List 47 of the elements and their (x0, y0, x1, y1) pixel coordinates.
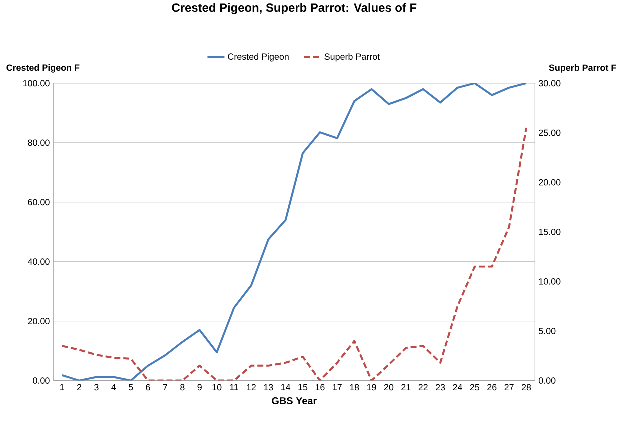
x-tick-label: 12 (247, 384, 256, 391)
y2-tick-label: 10.00 (539, 278, 561, 286)
x-tick-label: 17 (333, 384, 342, 391)
x-tick-label: 10 (212, 384, 222, 391)
legend-label: Superb Parrot (324, 54, 380, 62)
y-tick-label: 20.00 (28, 318, 50, 325)
x-tick-label: 9 (198, 384, 202, 391)
x-tick-label: 5 (128, 384, 134, 391)
x-tick-label: 18 (350, 384, 360, 391)
y-axis-title: Crested Pigeon F (6, 64, 80, 74)
x-tick-label: 21 (402, 384, 411, 391)
x-tick-label: 13 (264, 384, 274, 391)
x-tick-label: 11 (230, 384, 238, 391)
x-tick-label: 19 (367, 384, 376, 391)
x-tick-label: 24 (453, 384, 462, 391)
chart-title: Crested Pigeon, Superb Parrot: Values of F (172, 4, 417, 15)
x-tick-label: 27 (504, 384, 514, 391)
x-tick-label: 6 (146, 384, 150, 391)
x-tick-label: 8 (180, 384, 185, 391)
x-tick-label: 23 (436, 384, 446, 391)
x-tick-label: 26 (488, 384, 497, 391)
x-tick-label: 7 (163, 384, 168, 391)
x-tick-label: 3 (94, 384, 99, 391)
x-tick-label: 15 (298, 384, 308, 391)
legend-label: Crested Pigeon (228, 54, 289, 62)
x-tick-label: 1 (60, 384, 64, 391)
x-tick-label: 14 (282, 384, 291, 391)
x-tick-label: 2 (77, 384, 82, 391)
x-tick-label: 25 (470, 384, 480, 391)
y2-axis-title: Superb Parrot F (549, 64, 616, 74)
y2-tick-label: 25.00 (539, 130, 561, 136)
x-tick-label: 20 (384, 384, 394, 391)
x-tick-label: 16 (316, 384, 325, 391)
y-tick-label: 100.00 (23, 80, 50, 87)
x-tick-label: 4 (112, 384, 116, 391)
x-tick-label: 22 (418, 384, 428, 391)
y-tick-label: 60.00 (28, 199, 50, 206)
x-axis-title: GBS Year (272, 398, 317, 405)
y2-tick-label: 5.00 (538, 328, 556, 335)
x-tick-label: 28 (522, 384, 532, 391)
y-tick-label: 0.00 (33, 378, 50, 384)
y2-tick-label: 30.00 (538, 80, 561, 87)
y-tick-label: 40.00 (28, 258, 50, 266)
y2-tick-label: 15.00 (539, 229, 561, 236)
y2-tick-label: 0.00 (538, 378, 556, 384)
y2-tick-label: 20.00 (539, 180, 561, 186)
y-tick-label: 80.00 (28, 140, 50, 146)
